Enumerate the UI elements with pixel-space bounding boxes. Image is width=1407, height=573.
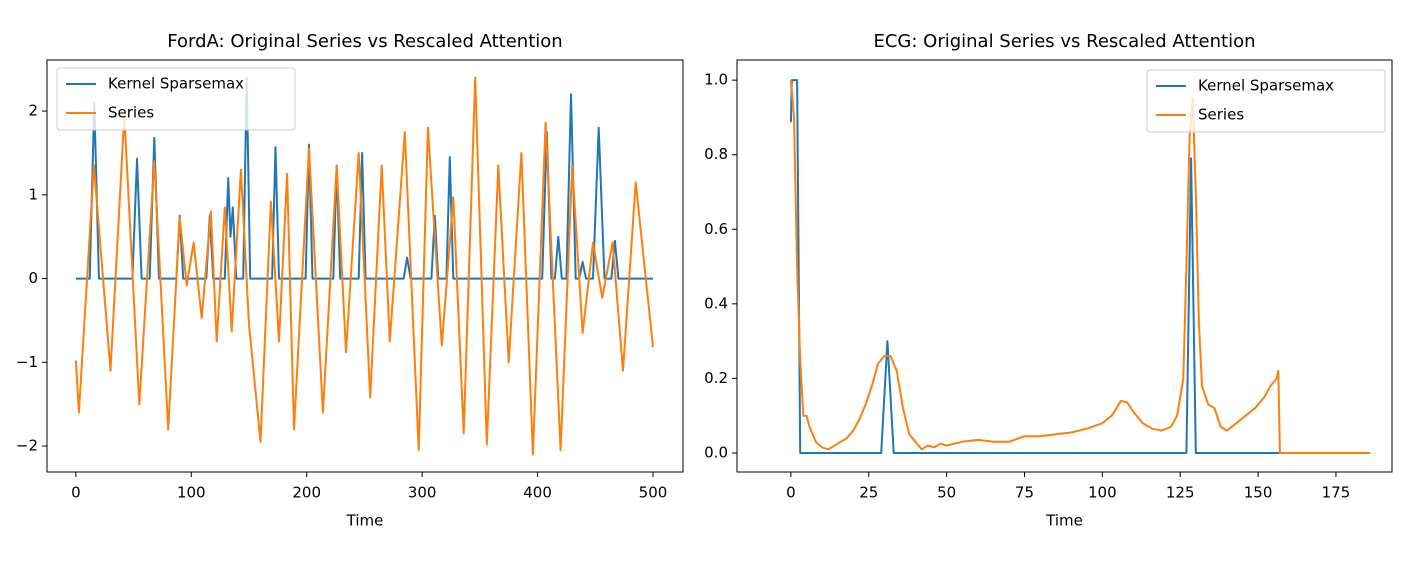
x-tick-label: 200 bbox=[292, 484, 321, 502]
y-tick-label: 0.4 bbox=[704, 294, 728, 312]
legend-label: Series bbox=[108, 104, 154, 122]
x-axis-label: Time bbox=[346, 512, 384, 530]
chart-title: ECG: Original Series vs Rescaled Attenti… bbox=[873, 31, 1255, 52]
x-tick-label: 75 bbox=[1015, 484, 1034, 502]
series-line bbox=[789, 80, 1371, 454]
x-tick-label: 175 bbox=[1322, 484, 1351, 502]
x-tick-label: 500 bbox=[639, 484, 668, 502]
series-line bbox=[789, 79, 1371, 454]
y-tick-label: 1.0 bbox=[704, 71, 728, 89]
series-line bbox=[74, 76, 654, 456]
y-tick-label: 1 bbox=[28, 185, 38, 203]
legend-label: Kernel Sparsemax bbox=[1198, 77, 1334, 95]
x-tick-label: 0 bbox=[71, 484, 81, 502]
x-axis-label: Time bbox=[1045, 512, 1083, 530]
x-tick-label: 400 bbox=[523, 484, 552, 502]
x-tick-label: 50 bbox=[937, 484, 956, 502]
y-tick-label: 0.6 bbox=[704, 220, 728, 238]
legend-label: Kernel Sparsemax bbox=[108, 75, 244, 93]
y-tick-label: 0.0 bbox=[704, 443, 728, 461]
x-tick-label: 300 bbox=[408, 484, 437, 502]
x-tick-label: 100 bbox=[177, 484, 206, 502]
chart-title: FordA: Original Series vs Rescaled Atten… bbox=[167, 31, 562, 52]
x-tick-label: 150 bbox=[1244, 484, 1273, 502]
x-tick-label: 100 bbox=[1088, 484, 1117, 502]
x-tick-label: 125 bbox=[1166, 484, 1195, 502]
legend-label: Series bbox=[1198, 106, 1244, 124]
axes-frame bbox=[736, 59, 1393, 473]
y-tick-label: 0.8 bbox=[704, 145, 728, 163]
y-tick-label: 2 bbox=[28, 102, 38, 120]
axes-frame bbox=[46, 59, 684, 473]
legend-box bbox=[1146, 69, 1386, 133]
x-tick-label: 0 bbox=[786, 484, 796, 502]
y-tick-label: 0.2 bbox=[704, 369, 728, 387]
legend-box bbox=[56, 67, 296, 131]
x-tick-label: 25 bbox=[859, 484, 878, 502]
y-tick-label: −2 bbox=[16, 437, 38, 455]
y-tick-label: 0 bbox=[28, 269, 38, 287]
y-tick-label: −1 bbox=[16, 353, 38, 371]
